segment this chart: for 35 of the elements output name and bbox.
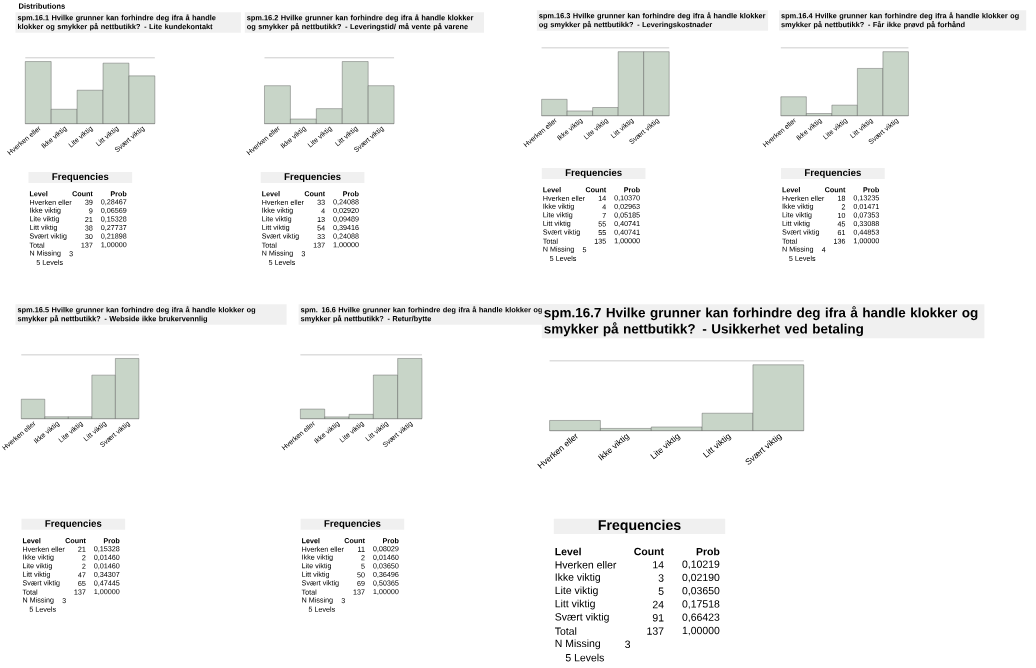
category-label: Hverken eller <box>555 560 617 569</box>
category-label: Lite viktig <box>555 586 598 597</box>
category-label: Svært viktig <box>555 612 609 623</box>
text: Frequencies <box>324 519 381 529</box>
text: 0,03650 <box>682 587 720 596</box>
category-label: Ikke viktig <box>555 573 601 583</box>
text: 14 <box>653 561 664 569</box>
text: Frequencies <box>52 173 109 182</box>
text: Frequencies <box>565 169 622 179</box>
text: Frequencies <box>45 519 102 529</box>
x-tick-label: Lite viktig <box>650 434 681 460</box>
x-tick-label: Ikke viktig <box>597 434 630 461</box>
text: Prob <box>696 547 720 556</box>
text: 3 <box>658 574 664 582</box>
x-tick-label: Litt viktig <box>702 434 732 458</box>
text: 0,10219 <box>682 560 720 570</box>
text: 5 <box>658 587 664 595</box>
text: 0,02190 <box>682 573 720 583</box>
text: 1,00000 <box>682 626 720 636</box>
text: 137 <box>647 627 664 635</box>
category-label: Litt viktig <box>555 599 595 610</box>
text: N Missing <box>555 639 601 650</box>
text: Frequencies <box>284 173 341 182</box>
text: Total <box>555 627 577 635</box>
text: Frequencies <box>598 519 681 533</box>
text: Count <box>634 547 664 556</box>
text: 0,66423 <box>682 613 720 623</box>
text: 91 <box>652 614 664 622</box>
text: 5 Levels <box>565 653 604 662</box>
text: 24 <box>652 600 664 609</box>
text: 3 <box>625 640 631 649</box>
chart-title: spm.16.7 Hvilke grunner kan forhindre deg ifra å handle klokker og smykker på nettbutikk? - Usikkerhet ved betaling <box>544 306 978 337</box>
text: Frequencies <box>805 169 861 179</box>
text: 0,17518 <box>682 600 720 609</box>
text: Level <box>555 547 581 556</box>
